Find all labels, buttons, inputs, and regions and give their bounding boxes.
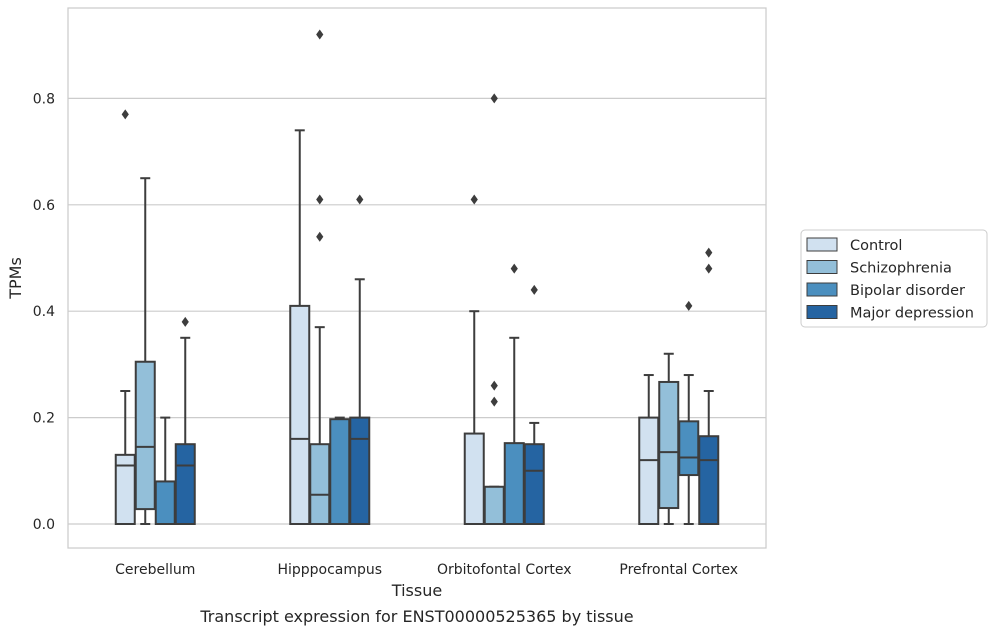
y-tick-label: 0.0	[33, 517, 55, 533]
y-tick-labels: 0.0 0.2 0.4 0.6 0.8	[33, 91, 55, 533]
box-iqr	[678, 420, 700, 477]
box	[463, 194, 485, 525]
box	[503, 263, 525, 525]
x-tick-label: Cerebellum	[115, 562, 195, 578]
x-tick-label: Orbitofontal Cortex	[437, 562, 572, 578]
y-axis-label: TPMs	[6, 257, 25, 300]
box-iqr	[154, 480, 176, 526]
box-iqr	[174, 443, 196, 526]
outlier-point	[490, 396, 498, 407]
box-iqr	[503, 442, 525, 525]
outlier-point	[121, 109, 129, 120]
box-iqr	[638, 416, 660, 526]
box	[698, 247, 720, 525]
outlier-point	[530, 284, 538, 295]
legend-label: Major depression	[850, 306, 974, 322]
outlier-point	[705, 247, 713, 258]
x-axis-label: Tissue	[391, 581, 442, 600]
box	[134, 177, 156, 525]
box-iqr	[289, 304, 311, 525]
legend-swatch	[806, 305, 838, 319]
box	[309, 29, 331, 526]
outlier-point	[490, 380, 498, 391]
box	[174, 316, 196, 526]
box-iqr	[329, 418, 351, 526]
outlier-point	[316, 231, 324, 242]
box	[658, 352, 680, 525]
box-iqr	[483, 485, 505, 526]
box-iqr	[309, 443, 331, 526]
y-tick-label: 0.8	[33, 91, 55, 107]
outlier-point	[356, 194, 364, 205]
box	[638, 374, 660, 526]
legend-swatch	[806, 260, 838, 274]
box	[289, 129, 311, 525]
outlier-point	[470, 194, 478, 205]
box	[483, 93, 505, 526]
box-groups	[114, 29, 720, 526]
legend-label: Control	[850, 238, 902, 254]
box	[678, 300, 700, 525]
x-tick-labels: Cerebellum Hipppocampus Orbitofontal Corte…	[115, 562, 738, 578]
outlier-point	[181, 316, 189, 327]
outlier-point	[705, 263, 713, 274]
legend-label: Bipolar disorder	[850, 283, 965, 299]
box-iqr	[523, 443, 545, 526]
y-tick-label: 0.6	[33, 198, 55, 214]
outlier-point	[490, 93, 498, 104]
x-tick-label: Prefrontal Cortex	[619, 562, 738, 578]
y-tick-label: 0.2	[33, 411, 55, 427]
legend-label: Schizophrenia	[850, 261, 952, 277]
outlier-point	[510, 263, 518, 274]
outlier-point	[685, 300, 693, 311]
box	[154, 416, 176, 526]
box-iqr	[698, 435, 720, 525]
outlier-point	[316, 194, 324, 205]
box-iqr	[134, 360, 156, 511]
box-iqr	[658, 380, 680, 510]
box	[523, 284, 545, 526]
legend-swatch	[806, 237, 838, 252]
x-tick-label: Hipppocampus	[277, 562, 382, 578]
outlier-point	[316, 29, 324, 40]
box-iqr	[349, 416, 371, 526]
box	[114, 109, 136, 525]
chart-caption: Transcript expression for ENST0000052536…	[199, 607, 633, 626]
legend-swatch	[806, 282, 838, 297]
legend: Control Schizophrenia Bipolar disorder Majo…	[800, 229, 988, 328]
box	[329, 416, 351, 526]
box	[349, 194, 371, 526]
legend-frame	[800, 229, 988, 328]
box-iqr	[463, 432, 485, 525]
plot-frame	[67, 7, 767, 549]
y-tick-label: 0.4	[33, 304, 55, 320]
